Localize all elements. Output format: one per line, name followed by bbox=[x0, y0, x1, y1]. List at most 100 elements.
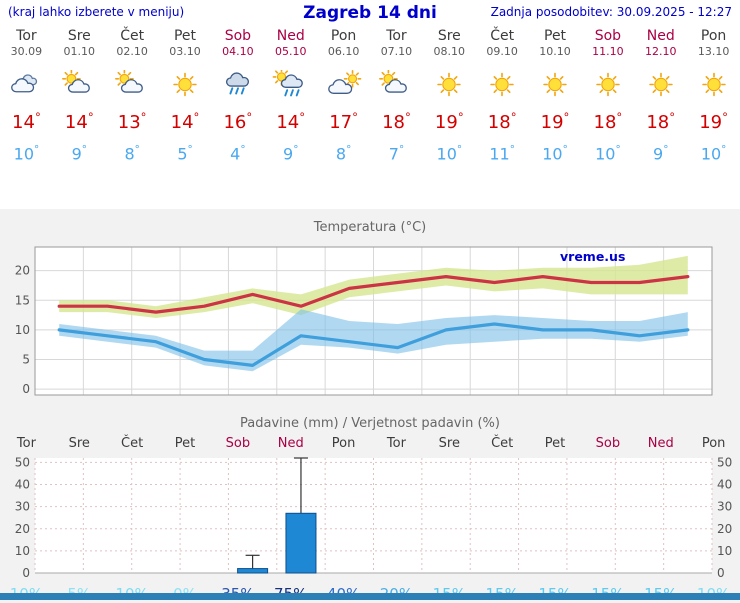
day-date: 11.10 bbox=[592, 45, 624, 58]
weather-cloud-sun-icon bbox=[317, 68, 370, 101]
day-name: Pon bbox=[700, 28, 727, 44]
charts-panel: Temperatura (°C) 0 5 10 15 20 vreme.us Padavi… bbox=[0, 209, 740, 603]
min-temperature: 11° bbox=[489, 144, 515, 164]
temp-ytick-label: 20 bbox=[15, 264, 30, 278]
day-name: Sob bbox=[594, 28, 622, 44]
menu-hint-text: (kraj lahko izberete v meniju) bbox=[8, 5, 185, 19]
min-temperature: 5° bbox=[177, 144, 193, 164]
precip-ytick-right: 20 bbox=[717, 522, 732, 536]
precip-day-label: Ned bbox=[647, 436, 674, 452]
forecast-days-row: Tor 30.09 14° 10° Sre 01.10 14° 9° Čet 02.10 13° 8°… bbox=[0, 28, 740, 163]
day-name: Tor bbox=[16, 28, 37, 44]
precip-ytick-left: 10 bbox=[15, 544, 30, 558]
precip-day-label: Čet bbox=[121, 436, 144, 452]
weather-sun-rain-icon bbox=[264, 68, 317, 101]
precip-day-label: Pon bbox=[331, 436, 356, 452]
day-column: Pon 06.10 17° 8° bbox=[317, 28, 370, 163]
day-column: Ned 12.10 18° 9° bbox=[634, 28, 687, 163]
precip-day-labels-row: Tor Sre Čet Pet Sob Ned Pon Tor Sre Čet Pet Sob Ned P… bbox=[0, 436, 740, 451]
precip-day-label: Sre bbox=[438, 436, 460, 452]
temp-ytick-label: 10 bbox=[15, 323, 30, 337]
max-temperature: 13° bbox=[117, 110, 147, 133]
max-temperature: 14° bbox=[276, 110, 306, 133]
min-temperature: 9° bbox=[71, 144, 87, 164]
day-column: Pet 10.10 19° 10° bbox=[529, 28, 582, 163]
watermark-link[interactable]: vreme.us bbox=[560, 249, 625, 264]
day-column: Ned 05.10 14° 9° bbox=[264, 28, 317, 163]
min-temperature: 4° bbox=[230, 144, 246, 164]
day-date: 07.10 bbox=[380, 45, 413, 58]
day-column: Sob 11.10 18° 10° bbox=[581, 28, 634, 163]
min-temp-range-band bbox=[59, 309, 688, 372]
max-temperature: 16° bbox=[223, 110, 253, 133]
precip-grid bbox=[34, 458, 713, 574]
precipitation-chart-title: Padavine (mm) / Verjetnost padavin (%) bbox=[240, 416, 500, 432]
day-date: 08.10 bbox=[433, 45, 466, 58]
precip-bar bbox=[237, 568, 269, 574]
day-column: Čet 09.10 18° 11° bbox=[476, 28, 529, 163]
max-temperature: 18° bbox=[382, 110, 411, 133]
weather-sun-icon bbox=[581, 68, 634, 101]
day-name: Ned bbox=[646, 28, 675, 44]
day-column: Čet 02.10 13° 8° bbox=[106, 28, 159, 163]
min-temperature: 10° bbox=[13, 144, 40, 164]
weather-sun-icon bbox=[476, 68, 529, 101]
precip-day-label: Pet bbox=[544, 436, 566, 452]
day-name: Pet bbox=[544, 28, 567, 44]
precip-ytick-left: 40 bbox=[15, 478, 30, 492]
weather-sun-icon bbox=[159, 68, 212, 101]
day-date: 01.10 bbox=[63, 45, 96, 58]
max-temperature: 18° bbox=[487, 110, 517, 133]
day-date: 30.09 bbox=[10, 45, 43, 58]
max-temperature: 19° bbox=[434, 110, 464, 133]
min-temperature: 7° bbox=[388, 144, 405, 164]
day-date: 05.10 bbox=[274, 45, 307, 58]
day-column: Sre 01.10 14° 9° bbox=[53, 28, 106, 163]
max-temperature: 18° bbox=[646, 110, 676, 133]
weather-sun-cloud-icon bbox=[53, 68, 106, 101]
min-temperature: 10° bbox=[436, 144, 463, 164]
page-title: Zagreb 14 dni bbox=[303, 3, 437, 23]
weather-sun-cloud-icon bbox=[106, 68, 159, 101]
precip-day-label: Čet bbox=[491, 436, 514, 452]
max-temperature: 14° bbox=[170, 110, 200, 133]
weather-cloud-icon bbox=[0, 68, 53, 101]
weather-sun-icon bbox=[634, 68, 687, 101]
weather-sun-cloud-icon bbox=[370, 68, 423, 101]
weather-sun-icon bbox=[529, 68, 582, 101]
day-name: Čet bbox=[120, 28, 145, 44]
precip-ytick-right: 50 bbox=[717, 456, 732, 470]
precip-bar bbox=[285, 513, 317, 574]
weather-sun-icon bbox=[687, 68, 740, 101]
precip-day-label: Tor bbox=[386, 436, 406, 452]
min-temperature: 10° bbox=[595, 144, 621, 164]
day-column: Pet 03.10 14° 5° bbox=[159, 28, 212, 163]
day-column: Tor 30.09 14° 10° bbox=[0, 28, 53, 163]
day-date: 09.10 bbox=[486, 45, 518, 58]
temperature-chart-title: Temperatura (°C) bbox=[313, 220, 427, 236]
day-name: Sre bbox=[67, 28, 91, 44]
precip-ytick-left: 30 bbox=[15, 500, 30, 514]
max-temperature: 14° bbox=[12, 110, 41, 133]
min-temperature: 8° bbox=[124, 144, 140, 164]
header: (kraj lahko izberete v meniju) Zagreb 14… bbox=[0, 0, 740, 23]
precip-plot-area bbox=[35, 458, 712, 574]
precip-day-label: Tor bbox=[16, 436, 36, 452]
precipitation-chart: 0 0 10 10 20 20 30 30 40 40 50 50 bbox=[15, 456, 733, 581]
last-update-text: Zadnja posodobitev: 30.09.2025 - 12:27 bbox=[490, 5, 732, 19]
day-name: Sob bbox=[224, 28, 252, 44]
day-name: Ned bbox=[276, 28, 305, 44]
precip-day-label: Sre bbox=[68, 436, 90, 452]
max-temperature: 19° bbox=[540, 110, 570, 133]
precip-day-label: Sob bbox=[225, 436, 251, 452]
day-column: Sob 04.10 16° 4° bbox=[211, 28, 264, 163]
temperature-chart: 0 5 10 15 20 vreme.us bbox=[15, 246, 713, 396]
temp-plot-border bbox=[34, 246, 713, 396]
min-temperature: 10° bbox=[700, 144, 727, 164]
day-date: 04.10 bbox=[222, 45, 254, 58]
temp-ytick-label: 5 bbox=[22, 353, 30, 367]
max-temperature: 14° bbox=[64, 110, 94, 133]
max-temperature: 18° bbox=[593, 110, 623, 133]
day-name: Pon bbox=[330, 28, 357, 44]
